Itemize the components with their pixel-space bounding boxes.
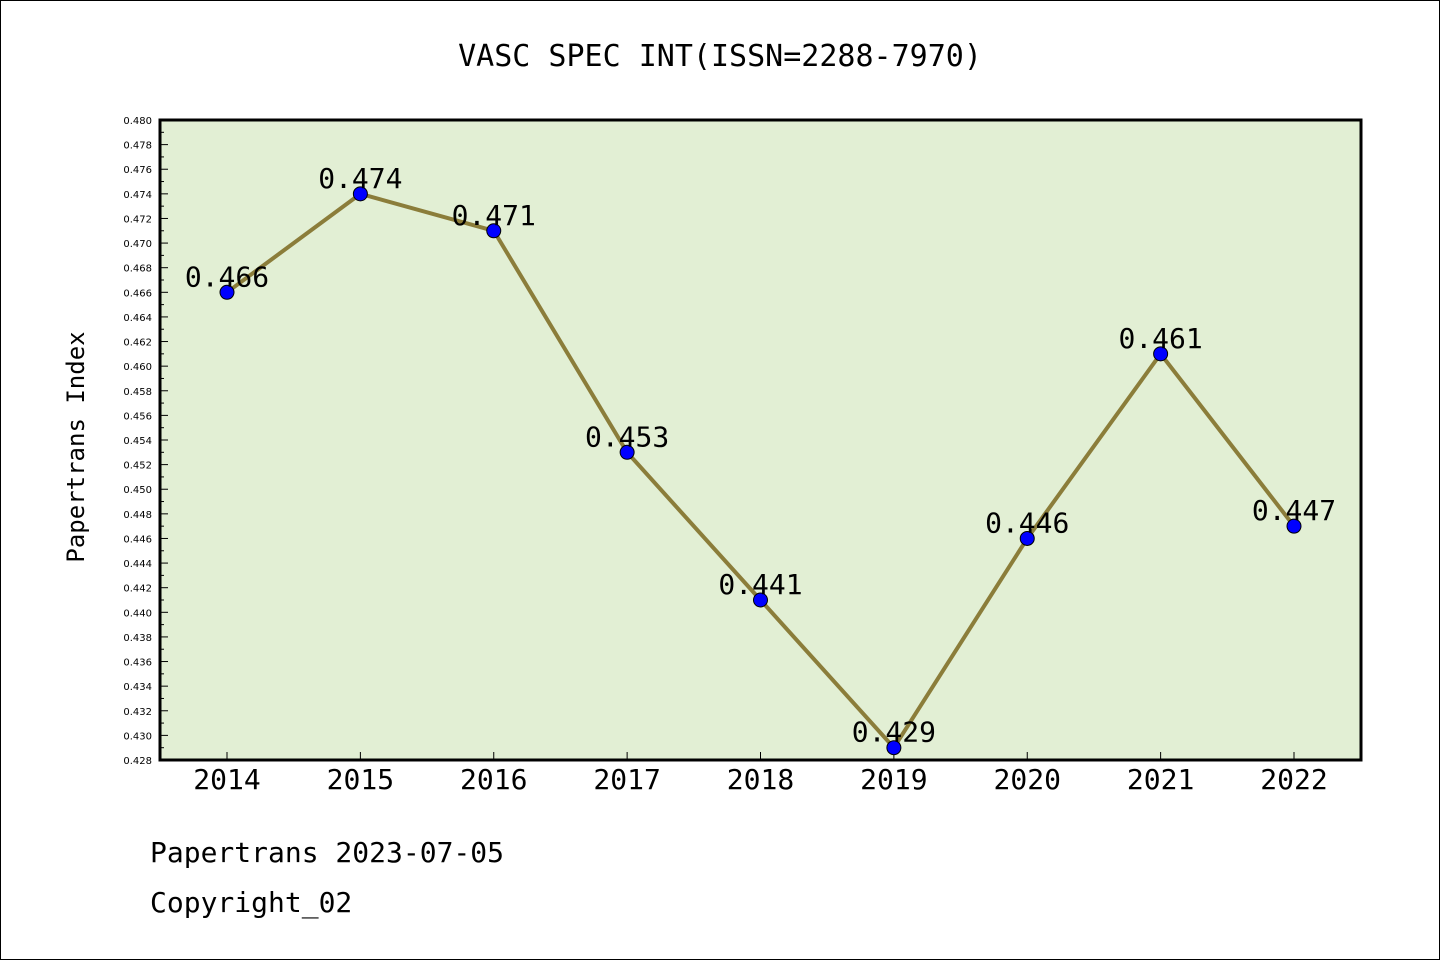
y-tick-label: 0.442 (123, 584, 152, 595)
data-point (486, 223, 502, 239)
data-point (1019, 530, 1035, 546)
data-label: 0.461 (1118, 322, 1202, 355)
y-tick-label: 0.454 (123, 436, 152, 447)
data-point (1286, 518, 1302, 534)
x-tick-label: 2019 (860, 763, 927, 796)
x-tick-label: 2020 (994, 763, 1061, 796)
x-tick-label: 2017 (593, 763, 660, 796)
footer-copyright: Copyright_02 (150, 886, 353, 919)
data-point (352, 186, 368, 202)
y-tick-label: 0.470 (123, 239, 152, 250)
x-tick-label: 2015 (327, 763, 394, 796)
y-tick-label: 0.468 (123, 264, 152, 275)
y-tick-label: 0.434 (123, 682, 152, 693)
y-tick-label: 0.432 (123, 707, 152, 718)
y-tick-label: 0.444 (123, 559, 152, 570)
y-tick-label: 0.438 (123, 633, 152, 644)
y-tick-label: 0.462 (123, 338, 152, 349)
y-tick-label: 0.440 (123, 608, 152, 619)
y-tick-label: 0.460 (123, 362, 152, 373)
data-label: 0.429 (852, 716, 936, 749)
y-tick-label: 0.430 (123, 731, 152, 742)
data-point (1153, 346, 1169, 362)
plot-area (160, 120, 1361, 760)
data-point (219, 284, 235, 300)
y-tick-label: 0.456 (123, 411, 152, 422)
x-axis: 2014 2015 2016 2017 2018 2019 2020 2021 2022 (193, 752, 1328, 796)
y-axis: 0.428 0.430 0.432 0.434 0.436 0.438 0.440 0.442… (123, 116, 168, 767)
y-tick-label: 0.458 (123, 387, 152, 398)
data-point (753, 592, 768, 608)
x-tick-label: 2014 (193, 763, 260, 796)
x-tick-label: 2018 (727, 763, 794, 796)
y-tick-label: 0.466 (123, 288, 152, 299)
y-tick-label: 0.436 (123, 658, 152, 669)
x-tick-label: 2022 (1260, 763, 1327, 796)
data-label: 0.446 (985, 506, 1069, 539)
y-tick-label: 0.464 (123, 313, 152, 324)
data-point (886, 740, 902, 756)
plot-border (158, 118, 1363, 762)
x-tick-label: 2021 (1127, 763, 1194, 796)
y-axis-label: Papertrans Index (62, 331, 90, 562)
y-tick-label: 0.480 (123, 116, 152, 127)
y-tick-label: 0.472 (123, 214, 152, 225)
data-label: 0.474 (318, 162, 402, 195)
data-point (619, 444, 635, 460)
y-tick-label: 0.448 (123, 510, 152, 521)
series-line-group: 0.466 0.474 0.471 0.453 0.441 0.429 0.446 0.461… (185, 162, 1336, 756)
data-label: 0.441 (718, 568, 802, 601)
x-tick-label: 2016 (460, 763, 527, 796)
y-tick-label: 0.446 (123, 534, 152, 545)
data-label: 0.453 (585, 420, 669, 453)
y-tick-label: 0.476 (123, 165, 152, 176)
y-tick-label: 0.450 (123, 485, 152, 496)
y-tick-label: 0.452 (123, 461, 152, 472)
y-tick-label: 0.474 (123, 190, 152, 201)
data-label: 0.447 (1252, 494, 1336, 527)
data-label: 0.466 (185, 260, 269, 293)
chart-title: VASC SPEC INT(ISSN=2288-7970) (458, 39, 982, 74)
footer-date: Papertrans 2023-07-05 (150, 836, 505, 869)
data-label: 0.471 (452, 199, 536, 232)
y-tick-label: 0.428 (123, 756, 152, 767)
y-tick-label: 0.478 (123, 141, 152, 152)
